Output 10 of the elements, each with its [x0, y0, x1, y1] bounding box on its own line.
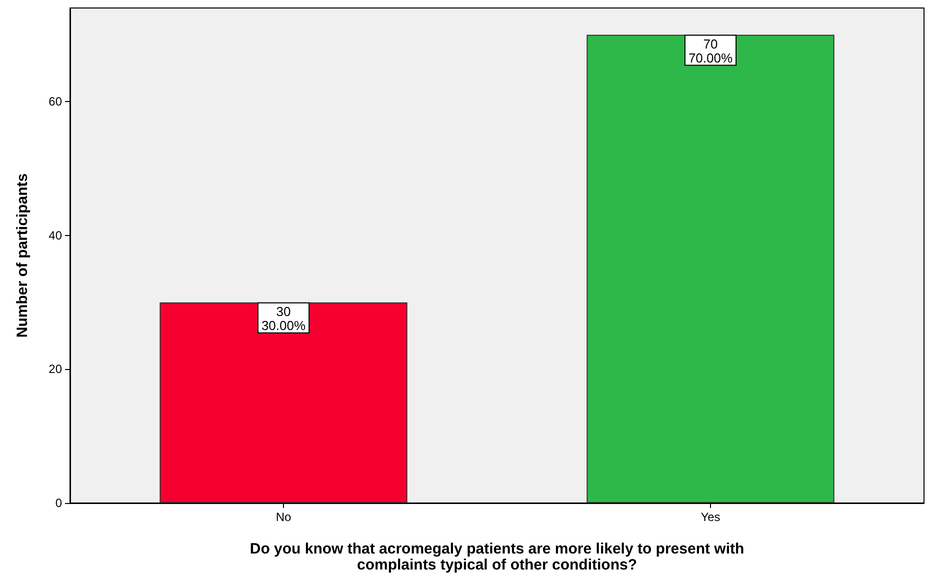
- data-label: 30 30.00%: [261, 304, 306, 333]
- y-tick-label: 20: [48, 362, 62, 376]
- x-tick-label: No: [276, 510, 292, 524]
- y-tick-label: 40: [48, 228, 62, 242]
- x-axis-title: Do you know that acromegaly patients are more likely to present with complaints typical of other conditions?: [250, 540, 744, 574]
- y-tick-label: 0: [55, 496, 62, 510]
- y-tick-label: 60: [48, 94, 62, 109]
- data-label: 70 70.00%: [688, 36, 733, 66]
- y-axis-title: Number of participants: [14, 173, 31, 338]
- x-tick-label: Yes: [700, 510, 720, 524]
